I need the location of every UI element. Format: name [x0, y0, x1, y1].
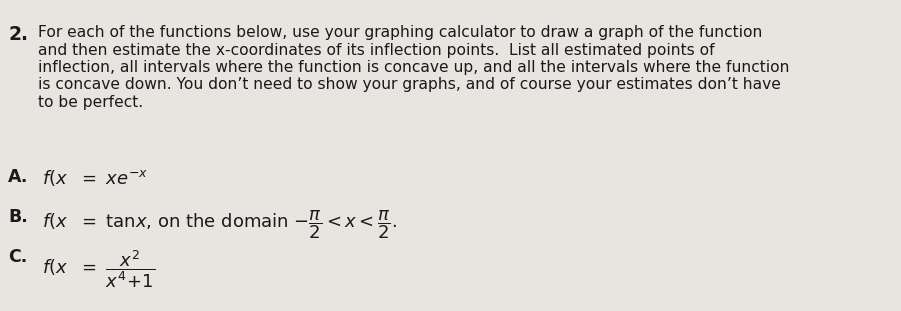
Text: $\mathit{f}(x\ \ =\ xe^{-x}$: $\mathit{f}(x\ \ =\ xe^{-x}$: [42, 168, 149, 188]
Text: 2.: 2.: [8, 25, 28, 44]
Text: to be perfect.: to be perfect.: [38, 95, 143, 110]
Text: C.: C.: [8, 248, 27, 266]
Text: $\mathit{f}(x\ \ =\ \dfrac{x^2}{x^4\!+\!1}$: $\mathit{f}(x\ \ =\ \dfrac{x^2}{x^4\!+\!…: [42, 248, 155, 290]
Text: For each of the functions below, use your graphing calculator to draw a graph of: For each of the functions below, use you…: [38, 25, 762, 40]
Text: is concave down. You don’t need to show your graphs, and of course your estimate: is concave down. You don’t need to show …: [38, 77, 781, 92]
Text: $\mathit{f}(x\ \ =\ \mathrm{tan}\mathit{x}$, on the domain $-\dfrac{\pi}{2} < x : $\mathit{f}(x\ \ =\ \mathrm{tan}\mathit{…: [42, 208, 396, 241]
Text: B.: B.: [8, 208, 28, 226]
Text: and then estimate the x-coordinates of its inflection points.  List all estimate: and then estimate the x-coordinates of i…: [38, 43, 714, 58]
Text: inflection, all intervals where the function is concave up, and all the interval: inflection, all intervals where the func…: [38, 60, 789, 75]
Text: A.: A.: [8, 168, 28, 186]
